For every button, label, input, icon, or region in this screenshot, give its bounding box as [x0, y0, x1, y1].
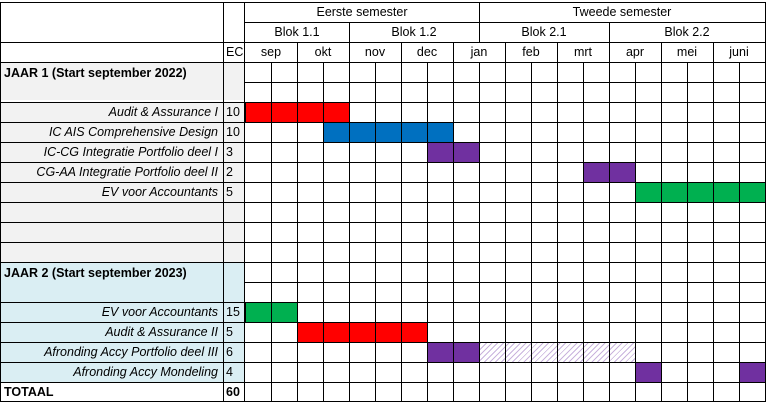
course-ec: 5 — [226, 324, 233, 339]
course-name: EV voor Accountants — [101, 184, 218, 199]
course-bar — [739, 362, 766, 383]
course-ec: 10 — [226, 104, 240, 119]
course-name: EV voor Accountants — [101, 304, 218, 319]
month-apr: apr — [625, 44, 645, 59]
course-name: Afronding Accy Mondeling — [73, 364, 218, 379]
course-name: Audit & Assurance II — [105, 324, 218, 339]
month-feb: feb — [522, 44, 540, 59]
course-bar — [635, 362, 662, 383]
month-dec: dec — [416, 44, 438, 59]
course-bar — [323, 122, 454, 143]
course-ec: 2 — [226, 164, 233, 179]
ec-header: EC — [226, 44, 244, 59]
course-name: Afronding Accy Portfolio deel III — [44, 344, 218, 359]
total-ec: 60 — [226, 384, 240, 399]
course-ec: 10 — [226, 124, 240, 139]
month-mrt: mrt — [573, 44, 593, 59]
course-ec: 5 — [226, 184, 233, 199]
month-mei: mei — [676, 44, 698, 59]
course-bar — [635, 182, 766, 203]
block-1-1-header: Blok 1.1 — [274, 24, 320, 39]
course-ec: 4 — [226, 364, 233, 379]
year-1-title-fill — [0, 62, 245, 100]
block-2-2-header: Blok 2.2 — [664, 24, 710, 39]
course-ec: 6 — [226, 344, 233, 359]
month-juni: juni — [729, 44, 749, 59]
month-sep: sep — [260, 44, 282, 59]
course-bar — [297, 322, 428, 343]
course-ec: 3 — [226, 144, 233, 159]
semester-1-header: Eerste semester — [316, 4, 408, 19]
course-name: Audit & Assurance I — [108, 104, 218, 119]
month-nov: nov — [364, 44, 386, 59]
block-2-1-header: Blok 2.1 — [521, 24, 567, 39]
month-jan: jan — [470, 44, 488, 59]
month-okt: okt — [314, 44, 332, 59]
year-2-title: JAAR 2 (Start september 2023) — [4, 266, 187, 280]
course-ec: 15 — [226, 304, 240, 319]
course-name: IC-CG Integratie Portfolio deel I — [43, 144, 218, 159]
semester-2-header: Tweede semester — [572, 4, 672, 19]
year-1-title: JAAR 1 (Start september 2022) — [4, 66, 187, 80]
course-name: IC AIS Comprehensive Design — [48, 124, 218, 139]
total-label: TOTAAL — [4, 384, 54, 399]
course-name: CG-AA Integratie Portfolio deel II — [36, 164, 218, 179]
block-1-2-header: Blok 1.2 — [391, 24, 437, 39]
